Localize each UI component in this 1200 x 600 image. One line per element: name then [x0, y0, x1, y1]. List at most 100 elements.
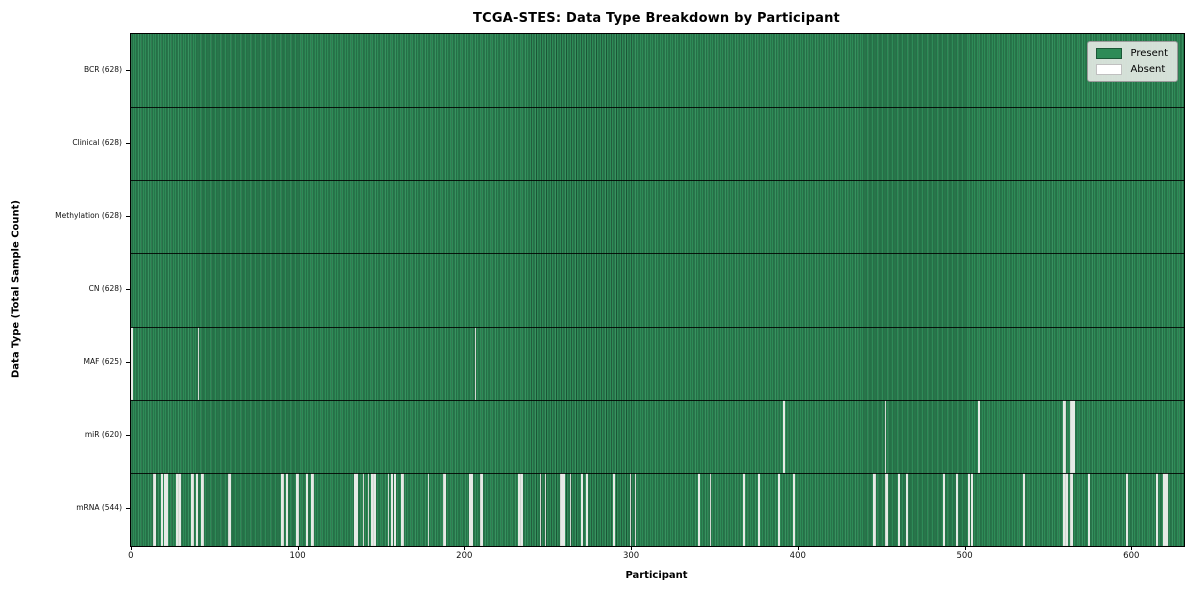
- absent-bar: [296, 472, 298, 546]
- absent-bar: [474, 326, 477, 400]
- row-separator: [131, 326, 1184, 328]
- absent-bar: [943, 472, 945, 546]
- absent-bar: [367, 472, 370, 546]
- absent-bar: [372, 472, 375, 546]
- x-tick-label-400: 400: [789, 551, 806, 561]
- absent-bar: [569, 472, 572, 546]
- absent-bar: [884, 399, 887, 473]
- plot-area: Present Absent: [130, 33, 1185, 547]
- absent-bar: [371, 472, 373, 546]
- absent-bar: [387, 472, 390, 546]
- absent-bar: [394, 472, 397, 546]
- x-tick-mark: [297, 546, 299, 550]
- absent-bar: [196, 472, 198, 546]
- absent-bar: [1063, 399, 1065, 473]
- absent-bar: [792, 472, 795, 546]
- absent-bar: [517, 472, 520, 546]
- absent-bar: [176, 472, 178, 546]
- absent-bar: [561, 472, 563, 546]
- absent-bar: [164, 472, 167, 546]
- heatmap-row-methylation: [131, 180, 1184, 254]
- absent-bar: [154, 472, 157, 546]
- x-tick-mark: [797, 546, 799, 550]
- absent-bar: [306, 472, 308, 546]
- absent-bar: [978, 399, 980, 473]
- x-tick-label-500: 500: [956, 551, 973, 561]
- absent-bar: [971, 472, 974, 546]
- absent-bar: [282, 472, 285, 546]
- row-separator: [131, 399, 1184, 401]
- y-tick-label-maf: MAF (625): [83, 357, 122, 367]
- absent-bar: [471, 472, 473, 546]
- x-tick-mark: [631, 546, 633, 550]
- absent-bar: [612, 472, 615, 546]
- absent-bar: [202, 472, 205, 546]
- y-tick-mark: [126, 69, 130, 71]
- absent-bar: [521, 472, 523, 546]
- absent-bar: [519, 472, 522, 546]
- absent-bar: [782, 399, 785, 473]
- absent-bar: [1063, 472, 1065, 546]
- absent-bar: [312, 472, 315, 546]
- y-tick-mark: [126, 508, 130, 510]
- y-tick-mark: [126, 362, 130, 364]
- absent-bar: [1069, 399, 1072, 473]
- absent-bar: [192, 472, 195, 546]
- absent-bar: [634, 472, 637, 546]
- absent-bar: [586, 472, 588, 546]
- y-tick-label-cn: CN (628): [88, 284, 122, 293]
- absent-bar: [1066, 472, 1069, 546]
- x-tick-mark: [964, 546, 966, 550]
- x-tick-mark: [1131, 546, 1133, 550]
- x-tick-label-100: 100: [289, 551, 306, 561]
- x-tick-label-0: 0: [128, 551, 134, 561]
- row-separator: [131, 180, 1184, 182]
- y-tick-mark: [126, 215, 130, 217]
- x-tick-label-600: 600: [1123, 551, 1140, 561]
- row-separator: [131, 472, 1184, 474]
- heatmap-row-maf: [131, 326, 1184, 400]
- absent-bar: [402, 472, 405, 546]
- legend-item-present: Present: [1096, 48, 1168, 59]
- absent-bar: [1071, 472, 1074, 546]
- x-tick-label-200: 200: [456, 551, 473, 561]
- absent-bar: [581, 472, 583, 546]
- absent-bar: [1023, 472, 1025, 546]
- absent-bar: [469, 472, 472, 546]
- absent-bar: [742, 472, 745, 546]
- absent-bar: [777, 472, 780, 546]
- legend-label-present: Present: [1130, 48, 1168, 59]
- absent-bar: [562, 472, 565, 546]
- absent-bar: [1164, 472, 1167, 546]
- x-tick-mark: [464, 546, 466, 550]
- absent-bar: [197, 326, 200, 400]
- absent-bar: [884, 472, 887, 546]
- y-tick-label-bcr: BCR (628): [83, 64, 122, 74]
- absent-bar: [479, 472, 482, 546]
- y-tick-mark: [126, 142, 130, 144]
- y-tick-mark: [126, 435, 130, 437]
- absent-bar: [442, 472, 445, 546]
- absent-bar: [311, 472, 313, 546]
- heatmap-row-cn: [131, 253, 1184, 327]
- y-tick-label-methylation: Methylation (628): [55, 210, 122, 220]
- y-tick-label-mrna: mRNA (544): [76, 503, 122, 513]
- absent-bar: [1163, 472, 1165, 546]
- absent-bar: [391, 472, 393, 546]
- legend-item-absent: Absent: [1096, 64, 1168, 75]
- absent-bar: [354, 472, 357, 546]
- absent-bar: [1088, 472, 1090, 546]
- absent-bar: [401, 472, 403, 546]
- absent-bar: [161, 472, 163, 546]
- absent-bar: [1064, 472, 1067, 546]
- present-swatch-icon: [1096, 48, 1123, 59]
- absent-bar: [427, 472, 430, 546]
- absent-bar: [709, 472, 712, 546]
- absent-bar: [201, 472, 203, 546]
- absent-bar: [544, 472, 547, 546]
- absent-bar: [906, 472, 909, 546]
- row-separator: [131, 107, 1184, 109]
- row-separator: [131, 253, 1184, 255]
- absent-bar: [559, 472, 562, 546]
